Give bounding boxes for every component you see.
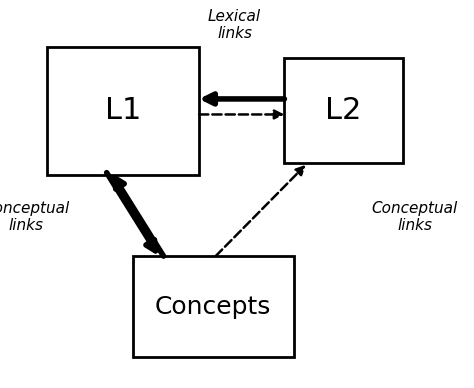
FancyArrowPatch shape bbox=[115, 178, 164, 256]
FancyArrowPatch shape bbox=[199, 111, 282, 118]
Text: L1: L1 bbox=[105, 96, 141, 125]
FancyArrowPatch shape bbox=[107, 173, 155, 251]
Text: L2: L2 bbox=[326, 96, 362, 125]
FancyBboxPatch shape bbox=[47, 47, 199, 175]
Text: Conceptual
links: Conceptual links bbox=[0, 201, 69, 234]
Text: Concepts: Concepts bbox=[155, 294, 272, 319]
FancyArrowPatch shape bbox=[205, 94, 284, 104]
FancyArrowPatch shape bbox=[216, 167, 304, 256]
Text: Conceptual
links: Conceptual links bbox=[372, 201, 458, 234]
FancyBboxPatch shape bbox=[133, 256, 294, 357]
Text: Lexical
links: Lexical links bbox=[208, 9, 261, 42]
FancyBboxPatch shape bbox=[284, 58, 403, 163]
